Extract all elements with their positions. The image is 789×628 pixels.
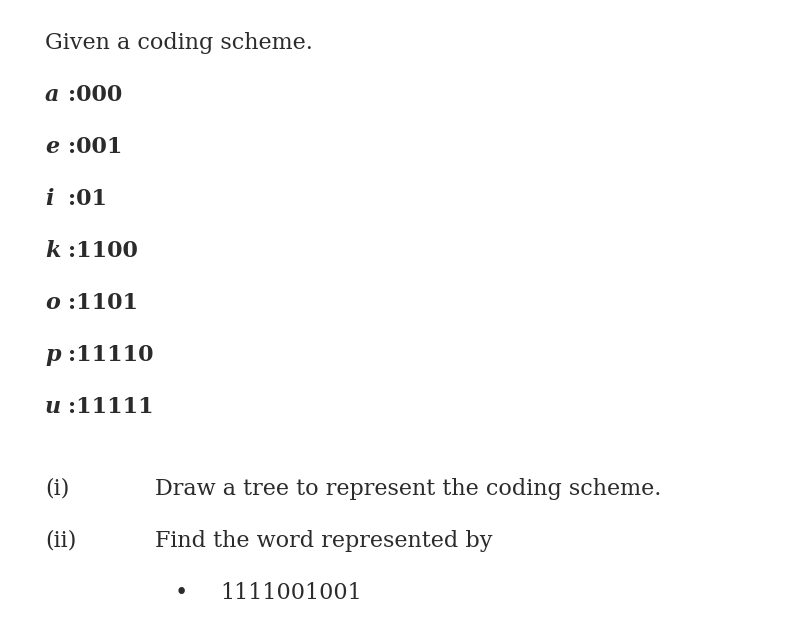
Text: :11111: :11111 xyxy=(68,396,154,418)
Text: :001: :001 xyxy=(68,136,122,158)
Text: •: • xyxy=(175,582,189,604)
Text: k: k xyxy=(45,240,61,262)
Text: e: e xyxy=(45,136,59,158)
Text: Find the word represented by: Find the word represented by xyxy=(155,530,492,552)
Text: :1100: :1100 xyxy=(68,240,138,262)
Text: o: o xyxy=(45,292,60,314)
Text: :1101: :1101 xyxy=(68,292,138,314)
Text: u: u xyxy=(45,396,61,418)
Text: i: i xyxy=(45,188,54,210)
Text: 1111001001: 1111001001 xyxy=(220,582,361,604)
Text: p: p xyxy=(45,344,61,366)
Text: (i): (i) xyxy=(45,478,69,500)
Text: :01: :01 xyxy=(68,188,107,210)
Text: a: a xyxy=(45,84,59,106)
Text: (ii): (ii) xyxy=(45,530,77,552)
Text: :000: :000 xyxy=(68,84,122,106)
Text: Draw a tree to represent the coding scheme.: Draw a tree to represent the coding sche… xyxy=(155,478,661,500)
Text: Given a coding scheme.: Given a coding scheme. xyxy=(45,32,313,54)
Text: :11110: :11110 xyxy=(68,344,154,366)
